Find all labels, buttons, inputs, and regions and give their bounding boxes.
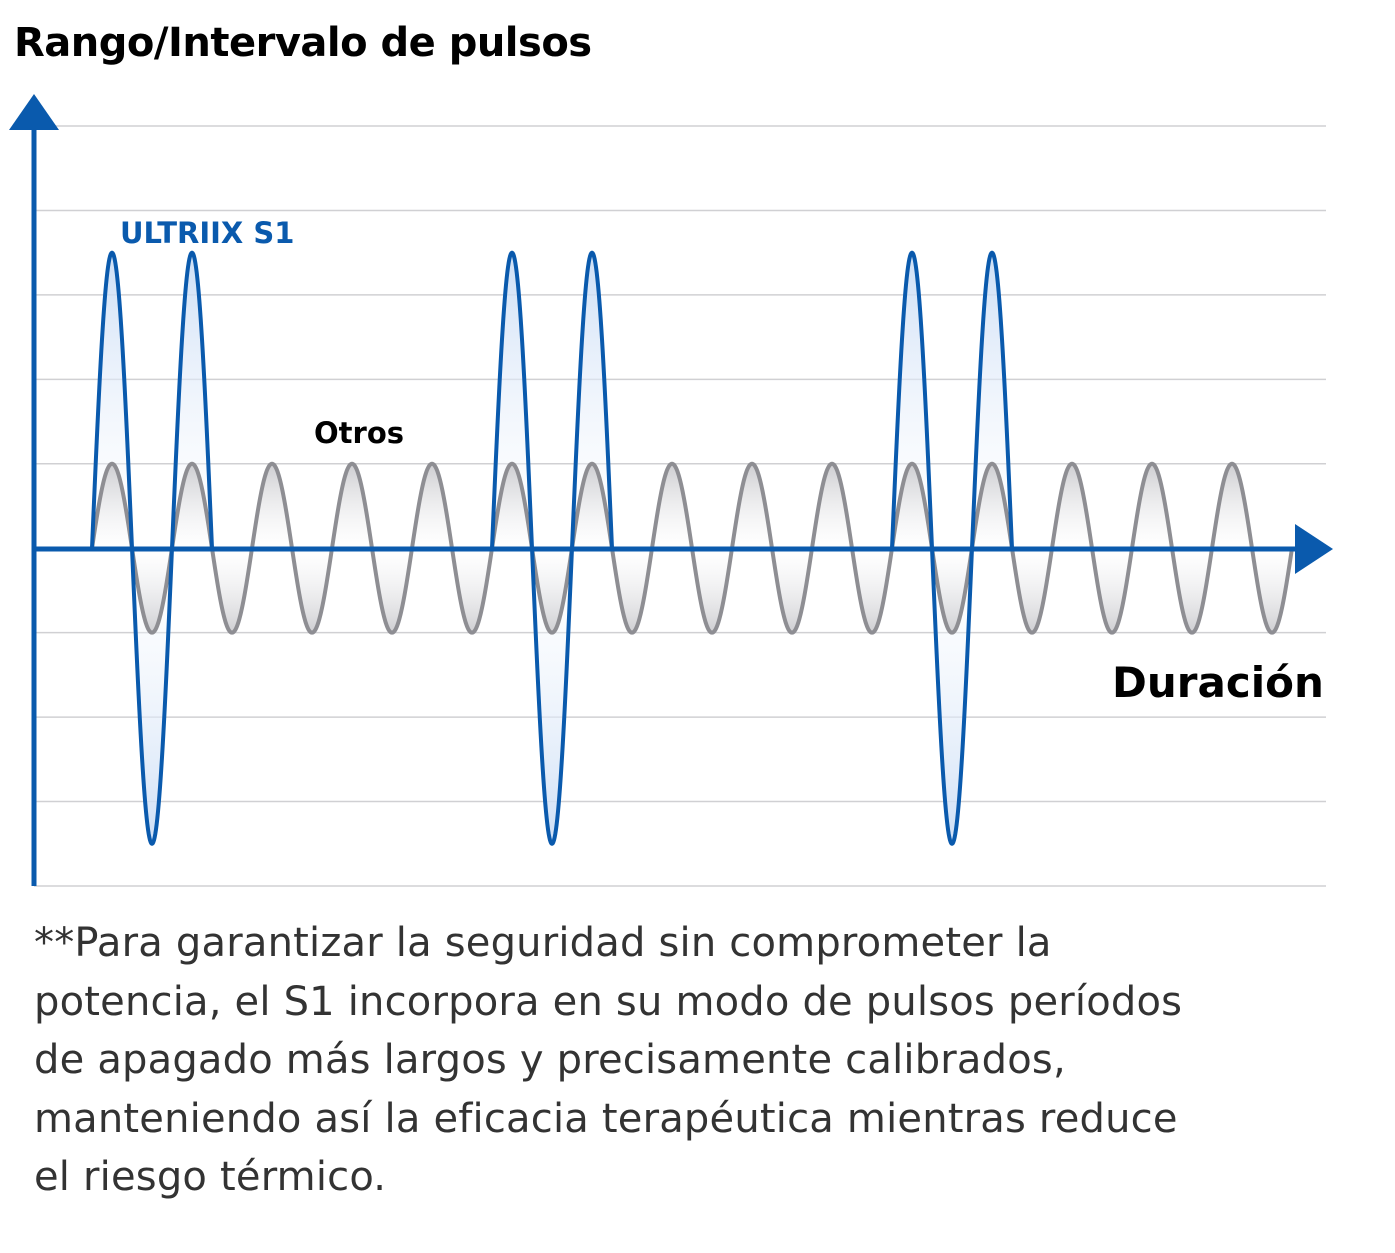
x-axis-arrow-icon bbox=[1295, 524, 1333, 574]
pulse-chart bbox=[9, 94, 1333, 887]
series-label-otros: Otros bbox=[314, 416, 405, 450]
series-fill-otros bbox=[92, 463, 1292, 633]
series-label-ultriix: ULTRIIX S1 bbox=[120, 216, 295, 250]
series-line-ultriix bbox=[890, 250, 1014, 846]
footnote-line: el riesgo térmico. bbox=[34, 1154, 387, 1200]
footnote: **Para garantizar la seguridad sin compr… bbox=[34, 914, 1182, 1207]
chart-title: Rango/Intervalo de pulsos bbox=[14, 20, 592, 66]
footnote-line: **Para garantizar la seguridad sin compr… bbox=[34, 920, 1052, 966]
series-line-ultriix bbox=[90, 250, 214, 846]
footnote-line: manteniendo así la eficacia terapéutica … bbox=[34, 1095, 1178, 1142]
footnote-line: potencia, el S1 incorpora en su modo de … bbox=[34, 978, 1183, 1025]
y-axis-arrow-icon bbox=[9, 94, 59, 130]
series-line-ultriix bbox=[490, 250, 614, 846]
footnote-line: de apagado más largos y precisamente cal… bbox=[34, 1037, 1066, 1083]
gridlines bbox=[34, 125, 1326, 887]
x-axis-label: Duración bbox=[1112, 658, 1324, 707]
axes bbox=[9, 94, 1333, 886]
